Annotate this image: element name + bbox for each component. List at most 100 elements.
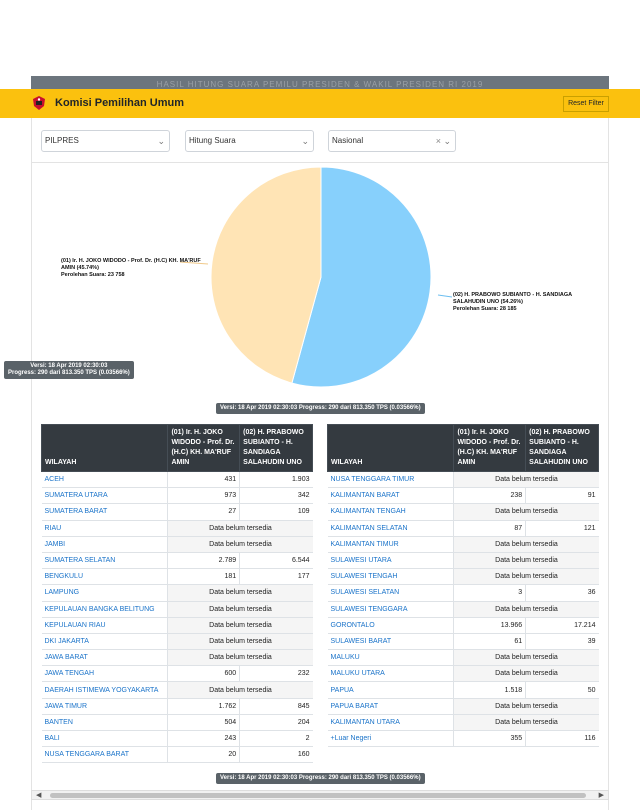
region-select[interactable]: Nasional × ⌄: [328, 130, 456, 152]
region-select-value: Nasional: [332, 136, 364, 145]
region-link[interactable]: MALUKU: [327, 649, 454, 667]
vote-count-1: 61: [453, 633, 526, 651]
pie-chart-area: (01) Ir. H. JOKO WIDODO - Prof. Dr. (H.C…: [32, 164, 608, 414]
vote-count-2: 36: [525, 584, 599, 602]
region-link[interactable]: KEPULAUAN BANGKA BELITUNG: [41, 601, 168, 618]
region-link[interactable]: GORONTALO: [327, 617, 454, 634]
clear-icon[interactable]: ×: [435, 136, 441, 146]
election-select-value: PILPRES: [45, 136, 79, 145]
table-row: ACEH 431 1.903: [41, 471, 313, 489]
data-unavailable: Data belum tersedia: [453, 568, 599, 586]
region-link[interactable]: SUMATERA BARAT: [41, 503, 168, 521]
pie-label-connector: [437, 294, 453, 298]
brand-title[interactable]: Komisi Pemilihan Umum: [55, 97, 184, 109]
region-link[interactable]: SULAWESI SELATAN: [327, 584, 454, 602]
region-link[interactable]: SUMATERA UTARA: [41, 487, 168, 505]
region-link[interactable]: BENGKULU: [41, 568, 168, 586]
data-unavailable: Data belum tersedia: [167, 681, 313, 699]
region-link[interactable]: KALIMANTAN TIMUR: [327, 536, 454, 553]
table-row: KEPULAUAN RIAU Data belum tersedia: [41, 617, 313, 634]
region-link[interactable]: JAWA TIMUR: [41, 698, 168, 715]
chevron-down-icon: ⌄: [301, 136, 309, 146]
vote-count-1: 238: [453, 487, 526, 505]
region-link[interactable]: SULAWESI TENGGARA: [327, 601, 454, 618]
table-row: +Luar Negeri 355 116: [327, 730, 599, 748]
table-row: SULAWESI TENGAH Data belum tersedia: [327, 568, 599, 586]
pie-label-02-name: (02) H. PRABOWO SUBIANTO - H. SANDIAGA S…: [453, 292, 572, 305]
table-row: BANTEN 504 204: [41, 714, 313, 732]
vote-count-2: 232: [239, 665, 313, 683]
region-link[interactable]: +Luar Negeri: [327, 730, 454, 748]
region-link[interactable]: JAWA TENGAH: [41, 665, 168, 683]
region-link[interactable]: KALIMANTAN TENGAH: [327, 503, 454, 521]
region-link[interactable]: DKI JAKARTA: [41, 633, 168, 651]
vote-count-2: 342: [239, 487, 313, 505]
scroll-left-icon[interactable]: ◀: [36, 792, 42, 799]
table-row: MALUKU Data belum tersedia: [327, 649, 599, 667]
data-unavailable: Data belum tersedia: [167, 584, 313, 602]
table-row: RIAU Data belum tersedia: [41, 520, 313, 537]
scrollbar-thumb[interactable]: [50, 793, 586, 798]
table-row: NUSA TENGGARA TIMUR Data belum tersedia: [327, 471, 599, 489]
region-link[interactable]: PAPUA BARAT: [327, 698, 454, 715]
table-row: SUMATERA BARAT 27 109: [41, 503, 313, 521]
vote-count-1: 431: [167, 471, 240, 489]
header-candidate-01: (01) Ir. H. JOKO WIDODO - Prof. Dr. (H.C…: [167, 424, 241, 472]
chevron-down-icon: ⌄: [443, 136, 451, 146]
vote-count-2: 91: [525, 487, 599, 505]
navbar: Komisi Pemilihan Umum Reset Filter: [0, 89, 640, 118]
data-unavailable: Data belum tersedia: [167, 601, 313, 618]
region-link[interactable]: BALI: [41, 730, 168, 748]
main-card: PILPRES ⌄ Hitung Suara ⌄ Nasional × ⌄ (0…: [31, 118, 609, 810]
region-link[interactable]: MALUKU UTARA: [327, 665, 454, 683]
region-link[interactable]: SUMATERA SELATAN: [41, 552, 168, 570]
data-unavailable: Data belum tersedia: [453, 714, 599, 732]
table-row: PAPUA 1.518 50: [327, 681, 599, 699]
table-row: KALIMANTAN UTARA Data belum tersedia: [327, 714, 599, 732]
table-row: KEPULAUAN BANGKA BELITUNG Data belum ters…: [41, 601, 313, 618]
region-link[interactable]: KEPULAUAN RIAU: [41, 617, 168, 634]
table-row: JAWA BARAT Data belum tersedia: [41, 649, 313, 667]
region-link[interactable]: ACEH: [41, 471, 168, 489]
pie-slice-01[interactable]: [210, 166, 322, 384]
table-row: SULAWESI BARAT 61 39: [327, 633, 599, 651]
region-link[interactable]: KALIMANTAN BARAT: [327, 487, 454, 505]
data-unavailable: Data belum tersedia: [453, 601, 599, 618]
chart-tooltip: Versi: 18 Apr 2019 02:30:03 Progress: 29…: [4, 361, 134, 379]
table-row: JAWA TENGAH 600 232: [41, 665, 313, 683]
pie-slice-02[interactable]: [291, 166, 432, 388]
mode-select[interactable]: Hitung Suara ⌄: [185, 130, 314, 152]
vote-count-1: 243: [167, 730, 240, 748]
region-link[interactable]: RIAU: [41, 520, 168, 537]
pie-chart: [179, 166, 453, 388]
region-link[interactable]: PAPUA: [327, 681, 454, 699]
header-candidate-02: (02) H. PRABOWO SUBIANTO - H. SANDIAGA S…: [525, 424, 599, 472]
region-link[interactable]: JAWA BARAT: [41, 649, 168, 667]
region-link[interactable]: NUSA TENGGARA BARAT: [41, 746, 168, 764]
vote-count-2: 39: [525, 633, 599, 651]
region-link[interactable]: KALIMANTAN UTARA: [327, 714, 454, 732]
region-link[interactable]: NUSA TENGGARA TIMUR: [327, 471, 454, 489]
vote-count-1: 2.789: [167, 552, 240, 570]
table-row: SULAWESI UTARA Data belum tersedia: [327, 552, 599, 570]
vote-count-2: 50: [525, 681, 599, 699]
pie-label-01-votes: Perolehan Suara: 23 758: [61, 272, 125, 278]
vote-count-1: 181: [167, 568, 240, 586]
region-link[interactable]: SULAWESI TENGAH: [327, 568, 454, 586]
pie-label-01: (01) Ir. H. JOKO WIDODO - Prof. Dr. (H.C…: [61, 258, 211, 279]
region-link[interactable]: SULAWESI BARAT: [327, 633, 454, 651]
region-link[interactable]: SULAWESI UTARA: [327, 552, 454, 570]
region-link[interactable]: DAERAH ISTIMEWA YOGYAKARTA: [41, 681, 168, 699]
region-link[interactable]: LAMPUNG: [41, 584, 168, 602]
scroll-right-icon[interactable]: ▶: [598, 792, 604, 799]
horizontal-scrollbar[interactable]: ◀ ▶: [31, 790, 609, 800]
region-link[interactable]: BANTEN: [41, 714, 168, 732]
vote-count-1: 27: [167, 503, 240, 521]
version-badge-bottom: Versi: 18 Apr 2019 02:30:03 Progress: 29…: [216, 773, 425, 784]
reset-filter-button[interactable]: Reset Filter: [563, 96, 609, 112]
election-select[interactable]: PILPRES ⌄: [41, 130, 170, 152]
table-row: MALUKU UTARA Data belum tersedia: [327, 665, 599, 683]
vote-count-2: 160: [239, 746, 313, 764]
region-link[interactable]: JAMBI: [41, 536, 168, 553]
region-link[interactable]: KALIMANTAN SELATAN: [327, 520, 454, 537]
